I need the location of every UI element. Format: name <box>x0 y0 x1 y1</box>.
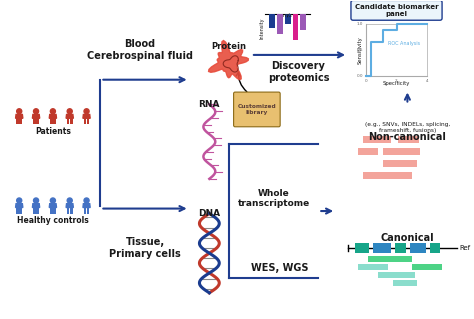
Bar <box>284 14 291 24</box>
Polygon shape <box>16 204 23 207</box>
Polygon shape <box>66 115 73 118</box>
Text: 2: 2 <box>395 79 398 83</box>
Text: Candidate biomarker
panel: Candidate biomarker panel <box>355 4 438 17</box>
Text: 4: 4 <box>426 79 428 83</box>
Text: Tissue,
Primary cells: Tissue, Primary cells <box>109 237 181 259</box>
Bar <box>87 118 89 124</box>
Bar <box>363 172 412 179</box>
Text: Customized
library: Customized library <box>237 104 276 115</box>
Bar <box>50 118 53 124</box>
Bar <box>17 207 19 213</box>
Circle shape <box>50 109 55 114</box>
FancyBboxPatch shape <box>351 0 442 20</box>
Bar <box>84 118 86 124</box>
Bar <box>84 207 86 213</box>
Polygon shape <box>32 204 40 207</box>
Bar <box>398 136 419 143</box>
Bar <box>373 243 391 253</box>
Circle shape <box>67 109 72 114</box>
Polygon shape <box>49 115 56 118</box>
Text: Whole
transcriptome: Whole transcriptome <box>237 189 310 208</box>
Polygon shape <box>32 115 40 118</box>
Circle shape <box>17 109 22 114</box>
Bar <box>67 207 70 213</box>
Text: RNA: RNA <box>199 100 220 108</box>
Bar <box>412 264 442 270</box>
Text: Healthy controls: Healthy controls <box>17 217 89 226</box>
Bar <box>53 118 55 124</box>
Text: 0.5: 0.5 <box>356 48 363 52</box>
Bar <box>269 14 275 28</box>
Text: ROC Analysis: ROC Analysis <box>388 41 419 46</box>
Text: Canonical: Canonical <box>381 234 434 243</box>
Bar <box>292 14 299 40</box>
Circle shape <box>84 198 89 203</box>
Circle shape <box>17 198 22 203</box>
FancyBboxPatch shape <box>234 92 280 127</box>
Text: Ref: Ref <box>459 245 470 251</box>
Circle shape <box>34 198 38 203</box>
Bar <box>363 136 391 143</box>
Text: DNA: DNA <box>198 209 220 218</box>
Polygon shape <box>209 41 248 80</box>
Polygon shape <box>16 115 23 118</box>
Text: Sensitivity: Sensitivity <box>357 36 363 64</box>
Circle shape <box>34 109 38 114</box>
Bar <box>394 243 406 253</box>
Bar <box>392 280 417 286</box>
Bar <box>33 207 36 213</box>
Text: Specificity: Specificity <box>383 81 410 86</box>
Bar <box>301 14 306 30</box>
Text: m/z: m/z <box>283 12 292 17</box>
Bar <box>383 160 417 167</box>
Text: Non-canonical: Non-canonical <box>368 132 447 142</box>
Bar <box>277 14 283 34</box>
Bar <box>383 148 420 155</box>
Bar <box>50 207 53 213</box>
Bar <box>33 118 36 124</box>
Bar <box>36 207 39 213</box>
Circle shape <box>50 198 55 203</box>
Text: (e.g., SNVs, INDELs, splicing,
frameshift, fusions): (e.g., SNVs, INDELs, splicing, frameshif… <box>365 122 450 133</box>
Bar <box>19 118 22 124</box>
Text: 0.0: 0.0 <box>356 74 363 78</box>
Bar <box>368 256 412 262</box>
Bar <box>355 243 369 253</box>
Polygon shape <box>83 204 90 207</box>
Bar <box>87 207 89 213</box>
Polygon shape <box>49 204 56 207</box>
Circle shape <box>67 198 72 203</box>
Bar <box>17 118 19 124</box>
Bar <box>36 118 39 124</box>
Text: WES, WGS: WES, WGS <box>251 263 309 273</box>
Bar <box>378 272 415 278</box>
Bar <box>430 243 440 253</box>
Text: Protein: Protein <box>212 42 246 51</box>
Text: Discovery
proteomics: Discovery proteomics <box>268 61 329 83</box>
Bar <box>358 148 378 155</box>
Polygon shape <box>83 115 90 118</box>
Bar <box>358 264 388 270</box>
Bar <box>70 118 73 124</box>
Text: 0: 0 <box>365 79 367 83</box>
Bar <box>410 243 426 253</box>
Text: Blood
Cerebrospinal fluid: Blood Cerebrospinal fluid <box>87 39 193 61</box>
Bar <box>53 207 55 213</box>
Text: 1.0: 1.0 <box>356 22 363 26</box>
Bar <box>70 207 73 213</box>
Text: Intensity: Intensity <box>259 18 264 39</box>
Circle shape <box>84 109 89 114</box>
Text: Patients: Patients <box>35 127 71 136</box>
Bar <box>67 118 70 124</box>
Bar <box>19 207 22 213</box>
Polygon shape <box>66 204 73 207</box>
